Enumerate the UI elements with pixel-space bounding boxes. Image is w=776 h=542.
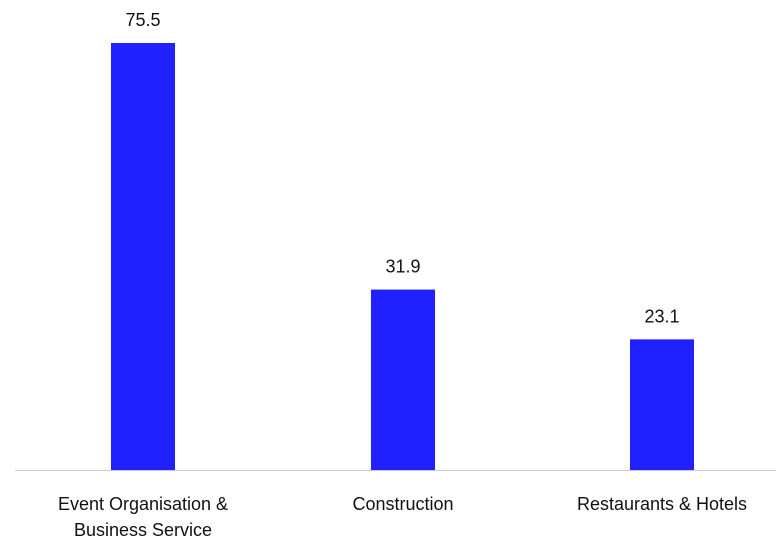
data-label-1: 31.9 bbox=[385, 257, 420, 277]
x-tick-label-0-line-1: Business Service bbox=[74, 520, 212, 540]
bars-group bbox=[111, 43, 694, 470]
bar-2 bbox=[630, 339, 694, 470]
x-tick-label-0-line-0: Event Organisation & bbox=[58, 494, 228, 514]
bar-1 bbox=[371, 289, 435, 470]
x-tick-labels-group: Event Organisation & Business Service Cons… bbox=[58, 494, 747, 540]
x-tick-label-1: Construction bbox=[352, 494, 453, 514]
x-tick-label-0: Event Organisation & Business Service bbox=[58, 494, 228, 540]
x-tick-label-2-line-0: Restaurants & Hotels bbox=[577, 494, 747, 514]
data-label-2: 23.1 bbox=[644, 306, 679, 326]
value-labels-group: 75.5 31.9 23.1 bbox=[125, 10, 679, 326]
x-tick-label-1-line-0: Construction bbox=[352, 494, 453, 514]
data-label-0: 75.5 bbox=[125, 10, 160, 30]
bar-0 bbox=[111, 43, 175, 470]
x-tick-label-2: Restaurants & Hotels bbox=[577, 494, 747, 514]
